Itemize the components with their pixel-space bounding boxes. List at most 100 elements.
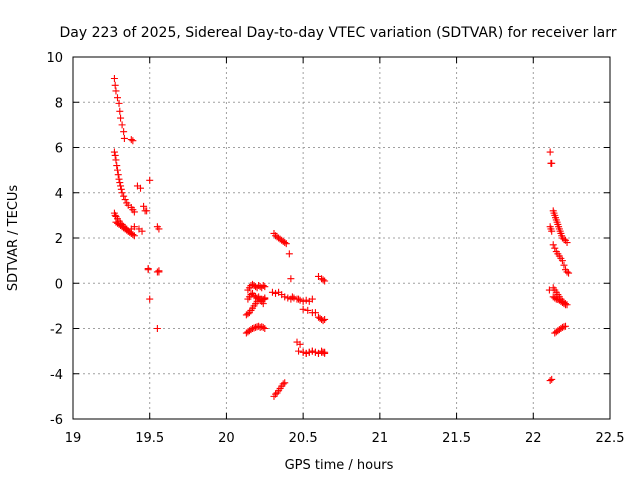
data-point <box>127 136 135 144</box>
data-point <box>548 159 556 167</box>
x-tick-label: 21 <box>372 431 389 446</box>
data-point <box>548 375 556 383</box>
data-point <box>118 121 126 129</box>
data-point <box>295 295 303 303</box>
y-tick-label: 2 <box>55 232 63 247</box>
data-point <box>261 294 269 302</box>
data-point <box>319 348 327 356</box>
data-point <box>130 232 138 240</box>
y-tick-label: 10 <box>46 51 63 66</box>
data-point <box>261 283 269 291</box>
data-point <box>155 268 163 276</box>
data-point <box>285 250 293 258</box>
x-tick-label: 19.5 <box>135 431 164 446</box>
data-point <box>129 231 137 239</box>
data-point <box>546 148 554 156</box>
data-point <box>321 315 329 323</box>
data-point <box>112 87 120 95</box>
data-point <box>110 148 118 156</box>
data-point <box>118 189 126 197</box>
data-point <box>279 380 287 388</box>
data-point <box>117 182 125 190</box>
data-point <box>247 326 255 334</box>
data-point <box>111 81 119 89</box>
x-tick-label: 20 <box>218 431 235 446</box>
data-point <box>548 227 556 235</box>
y-tick-label: -2 <box>50 323 63 338</box>
data-point <box>319 317 327 325</box>
data-point <box>117 185 125 193</box>
x-tick-label: 22.5 <box>596 431 625 446</box>
data-point <box>115 99 123 107</box>
data-point <box>296 340 304 348</box>
data-point <box>319 276 327 284</box>
data-point <box>113 94 121 102</box>
y-tick-label: 6 <box>55 142 63 157</box>
data-point <box>140 202 148 210</box>
data-point <box>551 244 559 252</box>
data-point <box>272 390 280 398</box>
x-tick-label: 19 <box>65 431 82 446</box>
data-point <box>311 309 319 317</box>
data-point <box>120 128 128 136</box>
data-point <box>562 300 570 308</box>
data-point <box>130 208 138 216</box>
data-point <box>244 310 252 318</box>
data-point <box>115 175 123 183</box>
y-tick-label: 4 <box>55 187 63 202</box>
data-point <box>321 277 329 285</box>
data-point <box>311 348 319 356</box>
y-tick-label: -6 <box>50 413 63 428</box>
data-point <box>299 297 307 305</box>
data-point <box>308 347 316 355</box>
data-point <box>116 179 124 187</box>
data-point <box>114 171 122 179</box>
data-point <box>146 295 154 303</box>
data-point <box>123 226 131 234</box>
data-point <box>120 192 128 200</box>
y-tick-label: -4 <box>50 368 63 383</box>
x-tick-label: 22 <box>525 431 542 446</box>
data-point <box>130 223 138 231</box>
data-point <box>299 348 307 356</box>
data-point <box>111 151 119 159</box>
y-axis-label: SDTVAR / TECUs <box>6 185 21 292</box>
data-point <box>563 239 571 247</box>
data-point <box>146 176 154 184</box>
data-point <box>290 294 298 302</box>
data-point <box>259 282 267 290</box>
data-points <box>110 74 573 400</box>
axis-ticks: 19 19.5 20 20.5 21 21.5 22 22.5 -6 -4 -2 0 2 4 6 8 10 <box>46 51 624 446</box>
data-point <box>281 239 289 247</box>
data-point <box>308 295 316 303</box>
data-point <box>259 296 267 304</box>
data-point <box>299 305 307 313</box>
data-point <box>259 323 267 331</box>
data-point <box>295 347 303 355</box>
data-point <box>120 134 128 142</box>
grid-lines <box>73 57 610 419</box>
data-point <box>558 257 566 265</box>
data-point <box>321 349 329 357</box>
data-point <box>562 322 570 330</box>
data-point <box>304 306 312 314</box>
data-point <box>288 293 296 301</box>
data-point <box>563 268 571 276</box>
data-point <box>287 275 295 283</box>
data-point <box>551 294 559 302</box>
data-point <box>110 74 118 82</box>
data-point <box>113 162 121 170</box>
data-point <box>560 261 568 269</box>
data-point <box>560 235 568 243</box>
data-point <box>144 265 152 273</box>
data-point <box>138 227 146 235</box>
data-point <box>546 377 554 385</box>
data-point <box>112 156 120 164</box>
data-point <box>247 291 255 299</box>
data-point <box>281 379 289 387</box>
x-axis-label: GPS time / hours <box>285 458 394 473</box>
data-point <box>296 296 304 304</box>
data-point <box>141 207 149 215</box>
data-point <box>253 294 261 302</box>
data-point <box>302 349 310 357</box>
